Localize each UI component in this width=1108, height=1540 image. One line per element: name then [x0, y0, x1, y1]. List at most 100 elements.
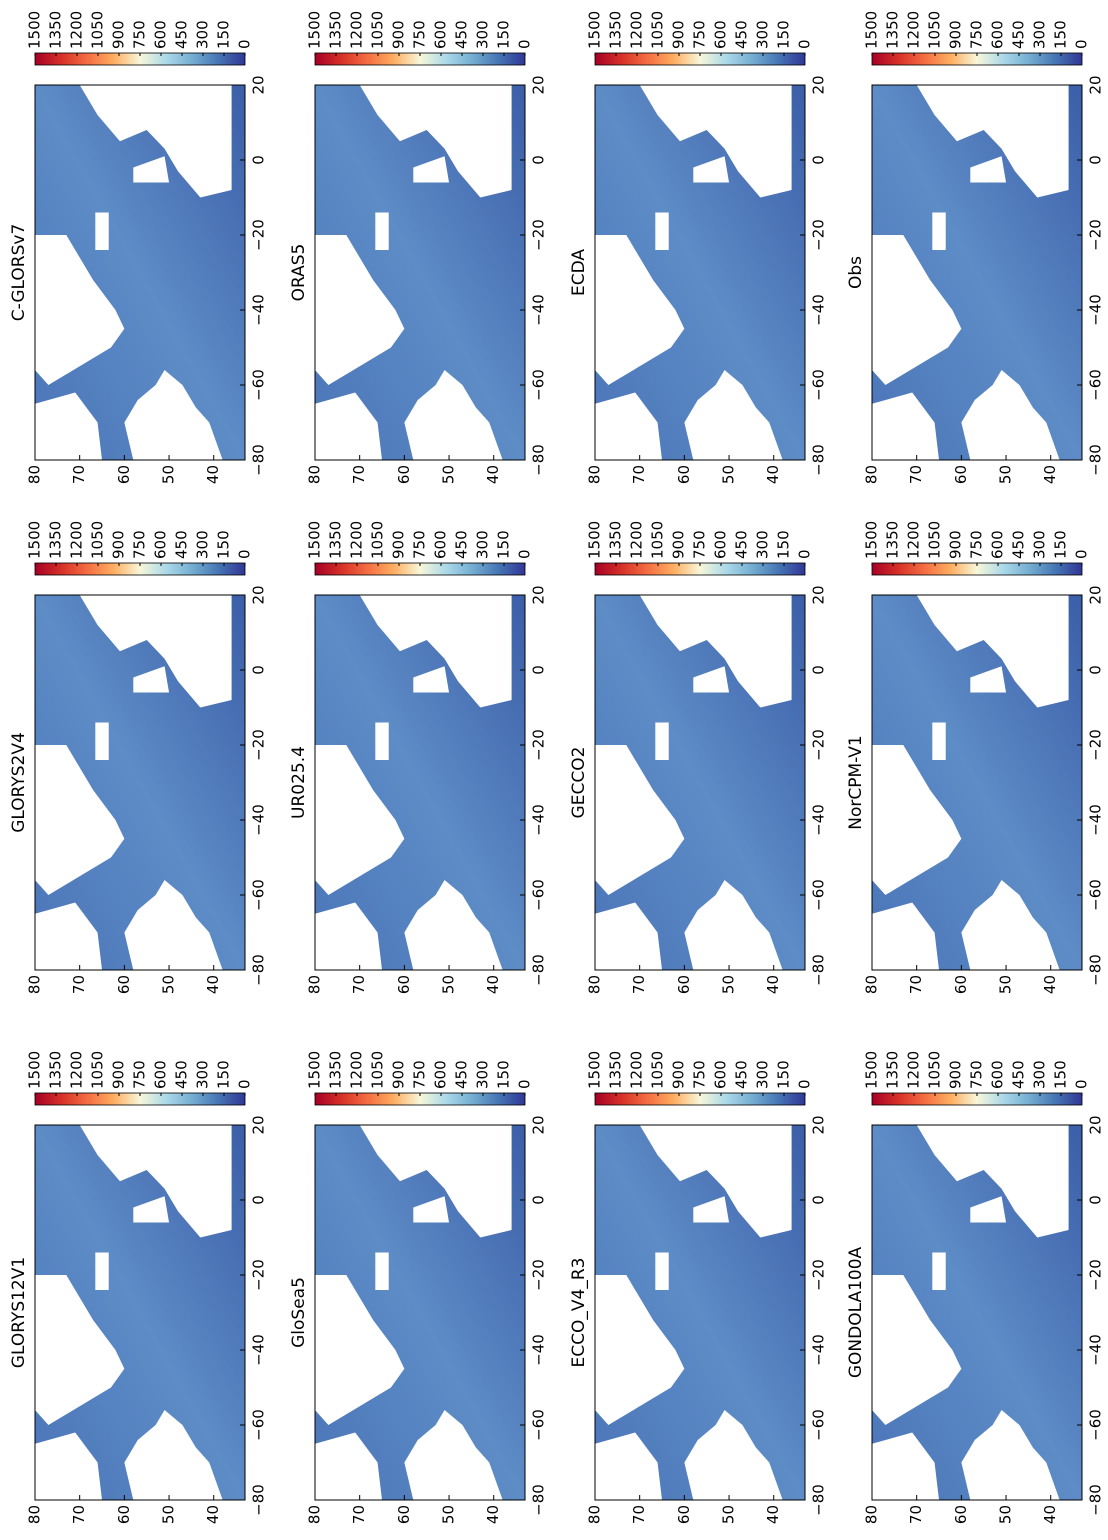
land	[35, 595, 232, 970]
land-mass	[133, 666, 170, 693]
colorbar-tick-label: 1500	[26, 11, 44, 49]
y-tick-label: 80	[586, 975, 604, 994]
colorbar-tick-label: 300	[474, 1060, 492, 1089]
x-tick-label: −20	[250, 219, 268, 251]
y-tick-label: 50	[160, 1505, 178, 1524]
y-tick-label: 70	[630, 465, 648, 484]
x-tick-label: −60	[250, 1409, 268, 1441]
x-tick-label: −20	[530, 729, 548, 761]
x-tick-label: 0	[530, 155, 548, 165]
land-mass	[595, 1432, 663, 1500]
colorbar-tick-label: 450	[173, 530, 191, 559]
x-tick-label: −60	[1087, 879, 1105, 911]
map-frame	[594, 84, 806, 461]
panel: GloSea5−80−60−40−20020405060708001503004…	[289, 1051, 548, 1524]
panel: GLORYS12V1−80−60−40−20020405060708001503…	[9, 1051, 268, 1524]
x-tick-label: −40	[530, 1334, 548, 1366]
y-tick-label: 40	[484, 975, 502, 994]
land-mass	[655, 722, 669, 760]
land-mass	[970, 1196, 1007, 1223]
x-tick-label: 0	[810, 1195, 828, 1205]
colorbar-tick-label: 450	[1010, 530, 1028, 559]
colorbar-tick-label: 1500	[863, 1051, 881, 1089]
land	[315, 1125, 512, 1500]
land-mass	[872, 902, 940, 970]
colorbar-tick-label: 1050	[926, 11, 944, 49]
land-mass	[961, 1410, 1060, 1500]
colorbar-tick-label: 900	[947, 20, 965, 49]
land-mass	[35, 1432, 103, 1500]
land-mass	[124, 880, 223, 970]
land	[872, 85, 1069, 460]
colorbar-tick-label: 0	[796, 39, 814, 49]
y-tick-label: 80	[26, 1505, 44, 1524]
colorbar-tick-label: 150	[775, 20, 793, 49]
colorbar-tick-label: 900	[390, 1060, 408, 1089]
colorbar-tick-label: 1350	[47, 11, 65, 49]
colorbar-tick-label: 450	[173, 1060, 191, 1089]
y-tick-label: 40	[1041, 975, 1059, 994]
x-tick-label: −20	[1087, 729, 1105, 761]
y-tick-label: 50	[440, 465, 458, 484]
map-frame	[314, 84, 526, 461]
x-tick-label: −20	[810, 1259, 828, 1291]
x-tick-label: −40	[810, 804, 828, 836]
y-tick-label: 60	[952, 465, 970, 484]
colorbar-tick-label: 1200	[905, 11, 923, 49]
y-tick-label: 50	[720, 1505, 738, 1524]
x-tick-label: 0	[250, 155, 268, 165]
panel-title: GLORYS12V1	[9, 1257, 29, 1368]
land-mass	[133, 156, 170, 183]
land-mass	[124, 370, 223, 460]
colorbar-tick-label: 750	[691, 530, 709, 559]
panel: UR025.4−80−60−40−20020405060708001503004…	[289, 521, 548, 994]
panel: GLORYS2V4−80−60−40−200204050607080015030…	[9, 521, 268, 994]
land-mass	[359, 1125, 512, 1238]
land-mass	[79, 85, 232, 198]
x-tick-label: −20	[250, 729, 268, 761]
colorbar-tick-label: 300	[194, 1060, 212, 1089]
land-mass	[684, 370, 783, 460]
x-tick-label: −40	[250, 804, 268, 836]
x-tick-label: −80	[1087, 1484, 1105, 1516]
land-mass	[404, 1410, 503, 1500]
y-tick-label: 60	[952, 1505, 970, 1524]
colorbar-tick-label: 0	[1073, 549, 1091, 559]
colorbar-tick-label: 150	[215, 20, 233, 49]
colorbar-tick-label: 1350	[327, 521, 345, 559]
colorbar-tick-label: 750	[968, 1060, 986, 1089]
land	[595, 1125, 792, 1500]
colorbar-tick-label: 1200	[905, 521, 923, 559]
colorbar-tick-label: 900	[947, 530, 965, 559]
y-tick-label: 70	[70, 1505, 88, 1524]
colorbar-tick-label: 0	[1073, 39, 1091, 49]
x-tick-label: 20	[250, 1115, 268, 1134]
map-frame	[314, 1124, 526, 1501]
panel-title: ECDA	[569, 249, 589, 296]
colorbar-tick-label: 1350	[47, 521, 65, 559]
y-tick-label: 40	[764, 465, 782, 484]
colorbar-tick-label: 1350	[607, 521, 625, 559]
x-tick-label: 20	[810, 585, 828, 604]
x-tick-label: −40	[530, 804, 548, 836]
land-mass	[872, 1432, 940, 1500]
land-mass	[872, 1275, 962, 1425]
y-tick-label: 60	[115, 465, 133, 484]
x-tick-label: 20	[810, 1115, 828, 1134]
colorbar-tick-label: 600	[712, 530, 730, 559]
x-tick-label: −20	[530, 219, 548, 251]
colorbar-tick-label: 1050	[369, 1051, 387, 1089]
y-tick-label: 60	[395, 465, 413, 484]
y-tick-label: 70	[630, 1505, 648, 1524]
y-tick-label: 50	[440, 975, 458, 994]
y-tick-label: 40	[1041, 1505, 1059, 1524]
colorbar-tick-label: 900	[110, 20, 128, 49]
map-frame	[34, 594, 246, 971]
y-tick-label: 50	[997, 465, 1015, 484]
y-tick-label: 80	[586, 1505, 604, 1524]
land-mass	[970, 156, 1007, 183]
map-frame	[871, 84, 1083, 461]
y-tick-label: 40	[204, 975, 222, 994]
panel: ECCO_V4_R3−80−60−40−20020405060708001503…	[569, 1051, 828, 1524]
colorbar-tick-label: 1200	[905, 1051, 923, 1089]
